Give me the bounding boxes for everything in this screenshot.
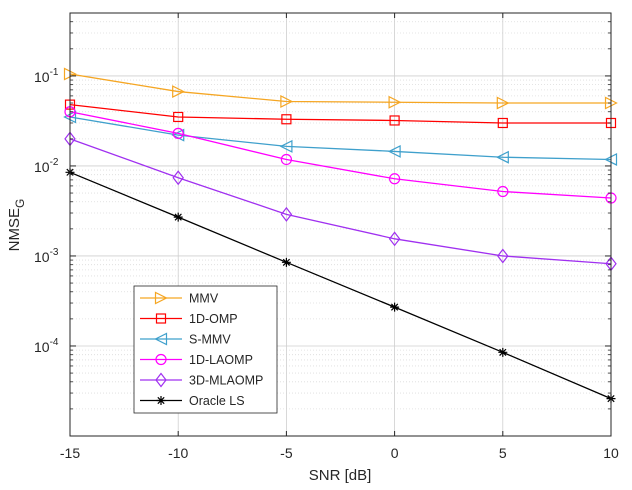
data-point-1d-omp (281, 114, 292, 125)
legend: MMV 1D-OMP S-MMV 1D-LAOMP 3D-MLAOMP Oracle LS (133, 285, 278, 414)
y-tick-exponent: -3 (50, 247, 59, 258)
x-tick-label: -15 (60, 445, 80, 461)
legend-item-3d-mlaomp: 3D-MLAOMP (140, 372, 263, 388)
legend-item-s-mmv: S-MMV (140, 333, 231, 347)
data-point-3d-mlaomp (497, 248, 509, 264)
legend-marker (155, 372, 167, 388)
series-1d-omp (64, 99, 617, 129)
data-point-mmv (172, 85, 186, 99)
legend-label: 1D-OMP (189, 312, 238, 326)
data-point-oracle-ls (498, 347, 508, 357)
legend-marker (156, 396, 166, 405)
series-line-3d-mlaomp (69, 138, 612, 265)
data-point-s-mmv (495, 150, 509, 164)
data-point-oracle-ls (173, 212, 183, 222)
series-line-oracle-ls (69, 171, 612, 400)
data-point-1d-laomp (389, 173, 401, 185)
data-point-1d-laomp (497, 185, 509, 198)
data-point-1d-laomp (280, 153, 292, 166)
data-point-s-mmv (279, 139, 293, 153)
legend-label: S-MMV (189, 333, 231, 347)
y-tick-base: 10 (34, 339, 50, 355)
legend-label: 1D-LAOMP (189, 353, 253, 367)
y-tick-label: 10-4 (34, 337, 59, 355)
y-tick-base: 10 (34, 159, 50, 175)
legend-item-1d-laomp: 1D-LAOMP (140, 353, 253, 367)
data-point-mmv (280, 95, 294, 108)
data-point-1d-omp (497, 117, 508, 129)
data-point-mmv (388, 95, 402, 109)
x-tick-label: 10 (603, 445, 619, 461)
y-tick-label: 10-3 (34, 247, 59, 265)
x-tick-label: -5 (280, 445, 293, 461)
legend-box (133, 285, 278, 414)
y-tick-exponent: -4 (50, 337, 59, 348)
legend-item-oracle-ls: Oracle LS (140, 394, 245, 408)
data-point-3d-mlaomp (280, 206, 293, 222)
legend-label: Oracle LS (189, 394, 245, 408)
y-axis: 10-110-210-310-4 (34, 21, 611, 410)
series-line-1d-laomp (69, 111, 612, 199)
series-layer (63, 67, 618, 404)
y-axis-label-subscript: G (13, 199, 27, 208)
x-axis-label: SNR [dB] (309, 467, 372, 484)
x-tick-label: 0 (391, 445, 399, 461)
data-point-1d-omp (173, 111, 184, 123)
legend-marker (155, 313, 167, 324)
legend-item-1d-omp: 1D-OMP (140, 312, 238, 326)
data-point-oracle-ls (390, 302, 400, 312)
data-point-mmv (496, 96, 510, 110)
x-tick-label: -10 (168, 445, 188, 461)
data-point-3d-mlaomp (388, 231, 401, 247)
data-point-s-mmv (387, 144, 401, 158)
legend-marker (155, 353, 167, 366)
data-point-3d-mlaomp (172, 170, 184, 186)
y-tick-label: 10-1 (34, 67, 59, 85)
series-3d-mlaomp (64, 131, 617, 272)
y-tick-exponent: -1 (50, 67, 59, 78)
x-axis: -15 -10 -5 0 5 10 (60, 13, 619, 461)
legend-marker (154, 332, 168, 346)
series-line-s-mmv (69, 116, 612, 161)
y-tick-exponent: -2 (50, 157, 59, 168)
data-point-1d-omp (389, 115, 400, 126)
legend-label: 3D-MLAOMP (189, 374, 263, 388)
legend-marker (154, 291, 168, 305)
series-line-1d-omp (69, 103, 611, 124)
y-tick-label: 10-2 (34, 157, 59, 175)
plot-frame (69, 12, 612, 437)
data-point-1d-laomp (172, 127, 184, 139)
legend-item-mmv: MMV (140, 292, 219, 306)
y-tick-base: 10 (34, 249, 50, 265)
data-point-oracle-ls (281, 257, 291, 267)
y-axis-label-main: NMSE (6, 208, 23, 251)
y-tick-base: 10 (34, 69, 50, 85)
series-line-mmv (69, 73, 611, 104)
y-axis-label: NMSEG (6, 199, 27, 252)
legend-label: MMV (189, 292, 219, 306)
x-tick-label: 5 (499, 445, 507, 461)
